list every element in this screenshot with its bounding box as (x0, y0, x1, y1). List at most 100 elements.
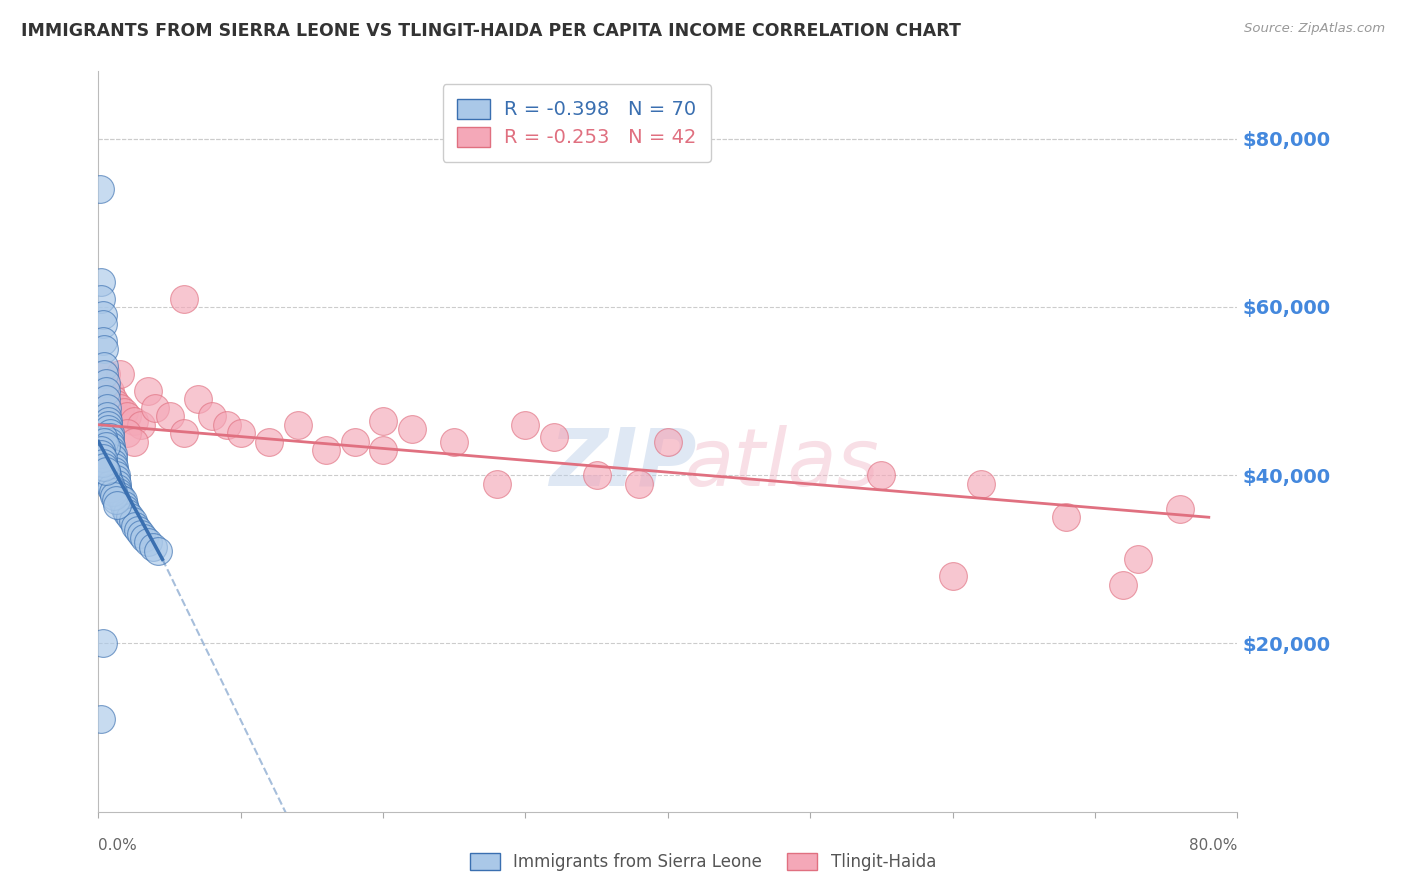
Point (96, 401, 118, 415)
Point (98, 476, 121, 491)
Point (118, 510, 141, 524)
Text: 80.0%: 80.0% (1189, 838, 1237, 854)
Text: 0.0%: 0.0% (98, 838, 138, 854)
Point (145, 401, 167, 415)
Point (942, 569, 965, 583)
Point (628, 476, 651, 491)
Point (173, 292, 195, 306)
Point (970, 476, 993, 491)
Point (98, 430, 121, 444)
Point (103, 464, 125, 478)
Point (98, 434, 121, 449)
Point (89, 182, 111, 196)
Point (93, 459, 115, 474)
Point (93, 342, 115, 356)
Point (132, 531, 155, 545)
Point (91, 430, 114, 444)
Text: Source: ZipAtlas.com: Source: ZipAtlas.com (1244, 22, 1385, 36)
Point (343, 434, 366, 449)
Point (121, 515, 143, 529)
Point (94, 376, 117, 390)
Point (187, 392, 209, 407)
Point (90, 712, 112, 726)
Point (105, 481, 128, 495)
Point (585, 468, 607, 483)
Point (315, 442, 337, 457)
Legend: R = -0.398   N = 70, R = -0.253   N = 42: R = -0.398 N = 70, R = -0.253 N = 42 (443, 84, 711, 162)
Point (94, 464, 117, 478)
Point (515, 417, 537, 432)
Point (91, 317, 114, 331)
Point (94, 368, 117, 382)
Point (108, 401, 131, 415)
Point (101, 456, 124, 470)
Point (101, 451, 124, 466)
Point (90, 442, 112, 457)
Point (94, 392, 117, 407)
Point (1126, 552, 1149, 566)
Point (93, 434, 115, 449)
Point (91, 309, 114, 323)
Point (90, 451, 112, 466)
Point (110, 491, 132, 506)
Legend: Immigrants from Sierra Leone, Tlingit-Haida: Immigrants from Sierra Leone, Tlingit-Ha… (461, 845, 945, 880)
Point (94, 439, 117, 453)
Point (104, 397, 127, 411)
Point (97, 413, 120, 427)
Point (107, 485, 129, 500)
Point (122, 434, 145, 449)
Point (115, 426, 138, 441)
Point (91, 456, 114, 470)
Point (91, 451, 114, 466)
Point (215, 417, 238, 432)
Point (124, 518, 146, 533)
Point (94, 384, 117, 398)
Point (1170, 501, 1192, 516)
Point (90, 292, 112, 306)
Point (104, 472, 127, 486)
Point (136, 384, 159, 398)
Point (91, 636, 114, 650)
Point (97, 417, 120, 432)
Point (91, 456, 114, 470)
Point (486, 476, 509, 491)
Point (100, 442, 122, 457)
Point (287, 417, 309, 432)
Point (148, 544, 170, 558)
Point (870, 468, 893, 483)
Point (96, 409, 118, 424)
Point (94, 464, 117, 478)
Point (105, 498, 128, 512)
Point (129, 527, 152, 541)
Point (97, 472, 120, 486)
Text: IMMIGRANTS FROM SIERRA LEONE VS TLINGIT-HAIDA PER CAPITA INCOME CORRELATION CHAR: IMMIGRANTS FROM SIERRA LEONE VS TLINGIT-… (21, 22, 960, 40)
Point (173, 426, 195, 441)
Point (114, 501, 136, 516)
Point (159, 409, 181, 424)
Point (93, 359, 115, 373)
Point (104, 468, 127, 483)
Point (93, 459, 115, 474)
Point (373, 442, 395, 457)
Point (105, 476, 128, 491)
Point (543, 430, 565, 444)
Point (1056, 510, 1078, 524)
Point (100, 481, 122, 495)
Point (108, 368, 131, 382)
Point (111, 493, 134, 508)
Point (104, 493, 127, 508)
Point (91, 334, 114, 348)
Point (90, 447, 112, 461)
Point (101, 392, 124, 407)
Text: atlas: atlas (685, 425, 879, 503)
Point (259, 434, 281, 449)
Text: ZIP: ZIP (548, 425, 696, 503)
Point (122, 413, 145, 427)
Point (129, 417, 152, 432)
Point (93, 368, 115, 382)
Point (90, 275, 112, 289)
Point (141, 540, 163, 554)
Point (112, 498, 135, 512)
Point (98, 384, 121, 398)
Point (229, 426, 252, 441)
